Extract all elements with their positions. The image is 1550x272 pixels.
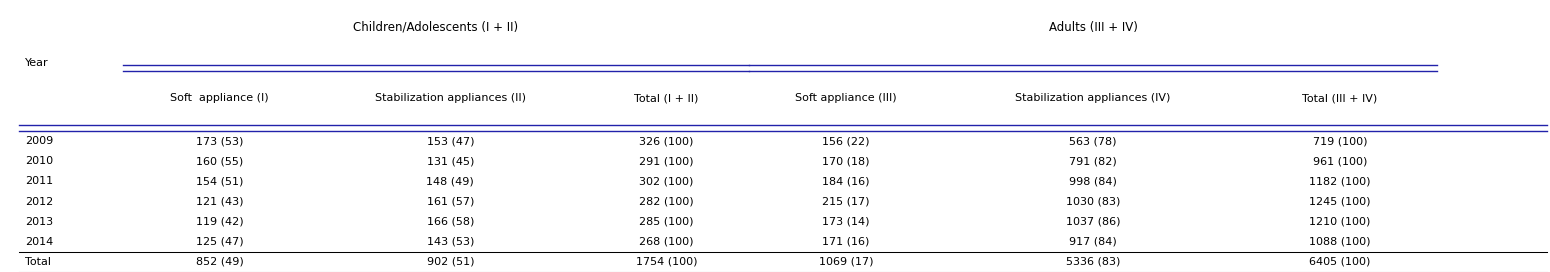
Text: 2010: 2010 bbox=[25, 156, 53, 166]
Text: 170 (18): 170 (18) bbox=[823, 156, 870, 166]
Text: 121 (43): 121 (43) bbox=[195, 197, 243, 206]
Text: 215 (17): 215 (17) bbox=[823, 197, 870, 206]
Text: 2009: 2009 bbox=[25, 136, 53, 146]
Text: 1182 (100): 1182 (100) bbox=[1310, 177, 1370, 186]
Text: 291 (100): 291 (100) bbox=[639, 156, 694, 166]
Text: 1069 (17): 1069 (17) bbox=[818, 257, 873, 267]
Text: 153 (47): 153 (47) bbox=[426, 136, 474, 146]
Text: 2013: 2013 bbox=[25, 217, 53, 227]
Text: 166 (58): 166 (58) bbox=[426, 217, 474, 227]
Text: 125 (47): 125 (47) bbox=[195, 237, 243, 247]
Text: 5336 (83): 5336 (83) bbox=[1066, 257, 1121, 267]
Text: 1030 (83): 1030 (83) bbox=[1066, 197, 1121, 206]
Text: Soft  appliance (I): Soft appliance (I) bbox=[170, 93, 268, 103]
Text: 2012: 2012 bbox=[25, 197, 53, 206]
Text: 148 (49): 148 (49) bbox=[426, 177, 474, 186]
Text: 563 (78): 563 (78) bbox=[1070, 136, 1116, 146]
Text: 131 (45): 131 (45) bbox=[426, 156, 474, 166]
Text: 154 (51): 154 (51) bbox=[195, 177, 243, 186]
Text: 2014: 2014 bbox=[25, 237, 53, 247]
Text: 184 (16): 184 (16) bbox=[823, 177, 870, 186]
Text: 917 (84): 917 (84) bbox=[1070, 237, 1118, 247]
Text: Total: Total bbox=[25, 257, 51, 267]
Text: 2011: 2011 bbox=[25, 177, 53, 186]
Text: 173 (53): 173 (53) bbox=[195, 136, 243, 146]
Text: 119 (42): 119 (42) bbox=[195, 217, 243, 227]
Text: Total (I + II): Total (I + II) bbox=[634, 93, 699, 103]
Text: 998 (84): 998 (84) bbox=[1070, 177, 1118, 186]
Text: 791 (82): 791 (82) bbox=[1070, 156, 1118, 166]
Text: Stabilization appliances (IV): Stabilization appliances (IV) bbox=[1015, 93, 1170, 103]
Text: 282 (100): 282 (100) bbox=[639, 197, 694, 206]
Text: 161 (57): 161 (57) bbox=[426, 197, 474, 206]
Text: 902 (51): 902 (51) bbox=[426, 257, 474, 267]
Text: 143 (53): 143 (53) bbox=[426, 237, 474, 247]
Text: 852 (49): 852 (49) bbox=[195, 257, 243, 267]
Text: 326 (100): 326 (100) bbox=[640, 136, 694, 146]
Text: 171 (16): 171 (16) bbox=[823, 237, 870, 247]
Text: 173 (14): 173 (14) bbox=[823, 217, 870, 227]
Text: 268 (100): 268 (100) bbox=[639, 237, 694, 247]
Text: 302 (100): 302 (100) bbox=[640, 177, 694, 186]
Text: Adults (III + IV): Adults (III + IV) bbox=[1048, 21, 1138, 34]
Text: Stabilization appliances (II): Stabilization appliances (II) bbox=[375, 93, 525, 103]
Text: Children/Adolescents (I + II): Children/Adolescents (I + II) bbox=[353, 21, 518, 34]
Text: 1245 (100): 1245 (100) bbox=[1310, 197, 1370, 206]
Text: Year: Year bbox=[25, 58, 48, 67]
Text: 719 (100): 719 (100) bbox=[1313, 136, 1367, 146]
Text: Total (III + IV): Total (III + IV) bbox=[1302, 93, 1378, 103]
Text: Soft appliance (III): Soft appliance (III) bbox=[795, 93, 897, 103]
Text: 156 (22): 156 (22) bbox=[823, 136, 870, 146]
Text: 1037 (86): 1037 (86) bbox=[1066, 217, 1121, 227]
Text: 285 (100): 285 (100) bbox=[639, 217, 694, 227]
Text: 1210 (100): 1210 (100) bbox=[1310, 217, 1370, 227]
Text: 6405 (100): 6405 (100) bbox=[1310, 257, 1370, 267]
Text: 160 (55): 160 (55) bbox=[195, 156, 243, 166]
Text: 961 (100): 961 (100) bbox=[1313, 156, 1367, 166]
Text: 1754 (100): 1754 (100) bbox=[636, 257, 698, 267]
Text: 1088 (100): 1088 (100) bbox=[1310, 237, 1370, 247]
